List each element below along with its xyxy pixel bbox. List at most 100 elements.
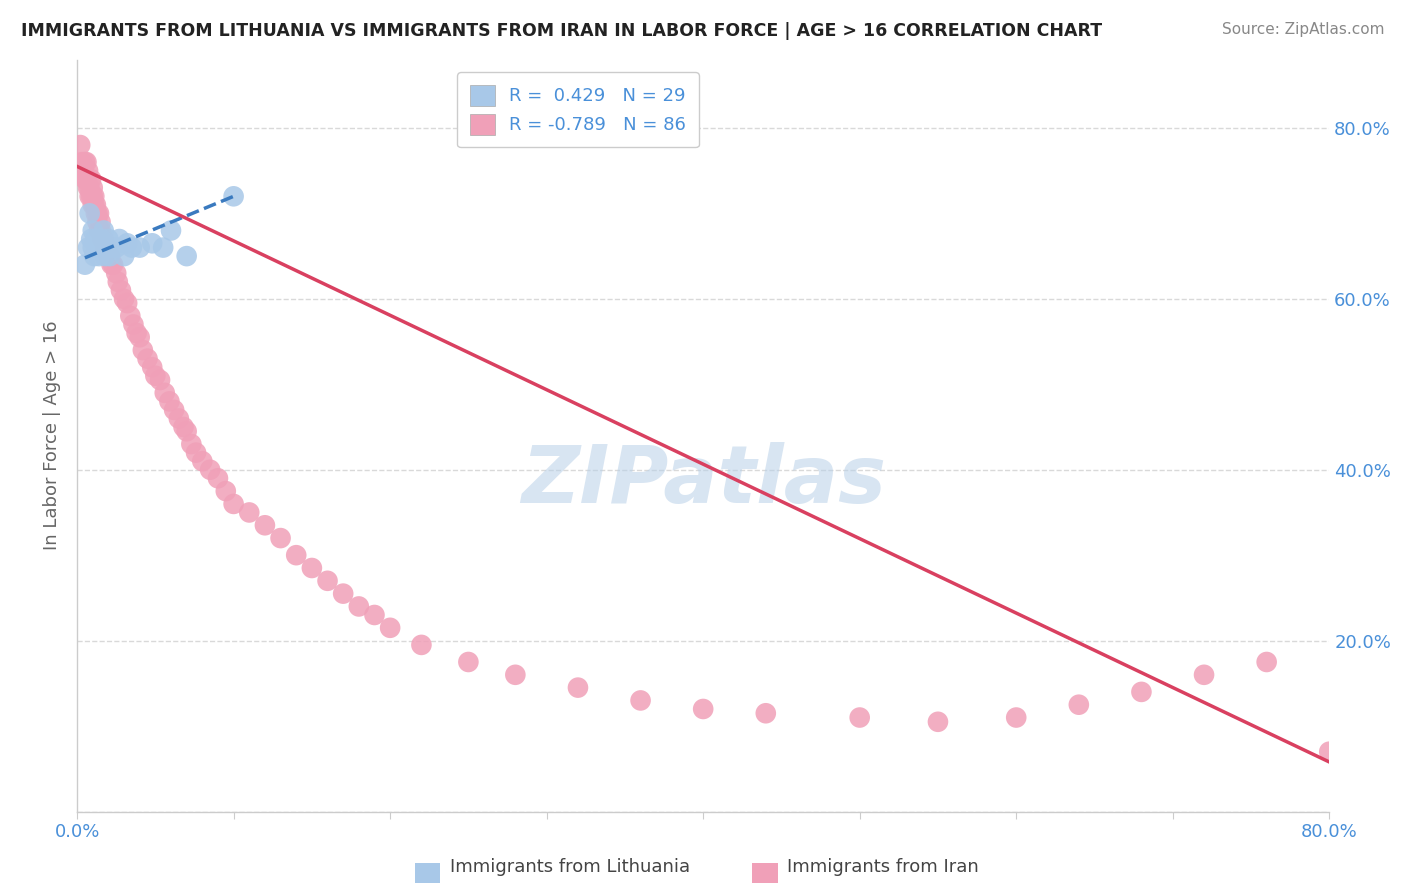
Point <box>848 710 870 724</box>
Point <box>347 599 370 614</box>
Point <box>136 351 159 366</box>
Point <box>94 241 117 255</box>
Point <box>98 249 121 263</box>
Point <box>163 403 186 417</box>
Point <box>79 206 101 220</box>
Point <box>105 241 128 255</box>
Point <box>176 425 198 439</box>
Point <box>160 223 183 237</box>
Point <box>91 232 114 246</box>
Point <box>90 232 112 246</box>
Point <box>128 330 150 344</box>
Point <box>143 368 166 383</box>
Text: Immigrants from Iran: Immigrants from Iran <box>787 858 979 876</box>
Point <box>207 471 229 485</box>
Point <box>457 655 479 669</box>
Point <box>301 561 323 575</box>
Point <box>87 223 110 237</box>
Point <box>927 714 949 729</box>
Point <box>122 318 145 332</box>
Point <box>80 189 103 203</box>
Point <box>83 198 105 212</box>
Point <box>1317 745 1340 759</box>
Point <box>96 241 118 255</box>
Point <box>198 463 221 477</box>
Legend: R =  0.429   N = 29, R = -0.789   N = 86: R = 0.429 N = 29, R = -0.789 N = 86 <box>457 72 699 147</box>
Point <box>105 266 128 280</box>
Point <box>112 292 135 306</box>
Point <box>87 206 110 220</box>
Point <box>132 343 155 358</box>
Point <box>84 206 107 220</box>
Y-axis label: In Labor Force | Age > 16: In Labor Force | Age > 16 <box>44 321 60 550</box>
Point <box>167 411 190 425</box>
Point <box>98 249 121 263</box>
Point <box>128 241 150 255</box>
Point <box>108 232 131 246</box>
Point <box>83 249 105 263</box>
Point <box>184 445 207 459</box>
Point <box>79 181 101 195</box>
Text: ZIPatlas: ZIPatlas <box>520 442 886 520</box>
Point <box>222 497 245 511</box>
Point <box>76 172 98 186</box>
Point <box>173 420 195 434</box>
Point <box>73 155 96 169</box>
Point <box>80 232 103 246</box>
Point <box>363 607 385 622</box>
Point <box>96 241 118 255</box>
Point <box>141 236 163 251</box>
Point <box>755 706 778 721</box>
Point <box>411 638 433 652</box>
Point <box>79 189 101 203</box>
Point <box>316 574 339 588</box>
Point <box>82 181 104 195</box>
Point <box>76 155 98 169</box>
Point <box>97 249 120 263</box>
Point <box>152 241 174 255</box>
Point <box>86 241 108 255</box>
Point <box>77 181 100 195</box>
Point <box>101 258 124 272</box>
Point <box>505 668 527 682</box>
Point <box>378 621 401 635</box>
Point <box>191 454 214 468</box>
Text: IMMIGRANTS FROM LITHUANIA VS IMMIGRANTS FROM IRAN IN LABOR FORCE | AGE > 16 CORR: IMMIGRANTS FROM LITHUANIA VS IMMIGRANTS … <box>21 22 1102 40</box>
Point <box>70 155 93 169</box>
Point <box>72 163 94 178</box>
Point <box>90 223 112 237</box>
Point <box>332 587 354 601</box>
Point <box>73 258 96 272</box>
Point <box>91 241 114 255</box>
Point <box>84 232 107 246</box>
Text: Source: ZipAtlas.com: Source: ZipAtlas.com <box>1222 22 1385 37</box>
Point <box>93 232 115 246</box>
Point <box>125 326 148 340</box>
Point <box>94 249 117 263</box>
Point <box>153 385 176 400</box>
Point <box>69 138 91 153</box>
Point <box>115 296 138 310</box>
Point <box>1192 668 1215 682</box>
Point <box>180 437 202 451</box>
Point <box>141 360 163 375</box>
Point <box>73 172 96 186</box>
Point <box>176 249 198 263</box>
Point <box>285 548 308 562</box>
Point <box>1067 698 1090 712</box>
Point <box>215 484 238 499</box>
Point <box>222 189 245 203</box>
Point <box>86 206 108 220</box>
Point <box>692 702 714 716</box>
Point <box>253 518 276 533</box>
Point <box>82 189 104 203</box>
Point <box>84 198 107 212</box>
Point <box>82 198 104 212</box>
Point <box>80 172 103 186</box>
Point <box>83 189 105 203</box>
Text: Immigrants from Lithuania: Immigrants from Lithuania <box>450 858 690 876</box>
Point <box>238 506 260 520</box>
Point <box>93 223 115 237</box>
Point <box>100 258 122 272</box>
Point <box>86 215 108 229</box>
